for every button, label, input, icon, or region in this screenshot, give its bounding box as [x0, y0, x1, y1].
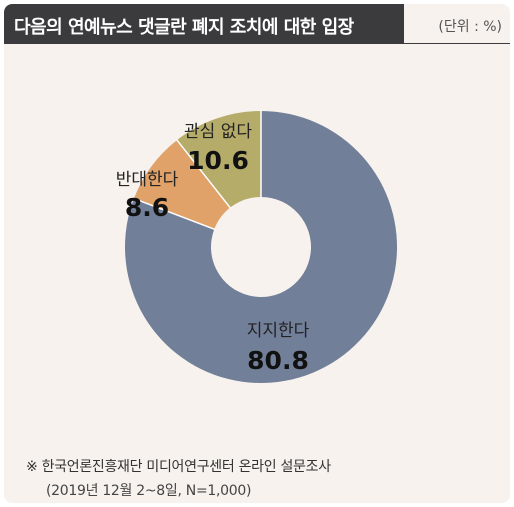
survey-detail: (2019년 12월 2~8일, N=1,000)	[46, 483, 252, 499]
slice-1	[124, 111, 397, 383]
source-note: ※ 한국언론진흥재단 미디어연구센터 온라인 설문조사	[26, 459, 331, 475]
slice-divider-2	[132, 197, 216, 231]
title-bar: 다음의 연예뉴스 댓글란 폐지 조치에 대한 입장	[4, 4, 404, 44]
chart-title: 다음의 연예뉴스 댓글란 폐지 조치에 대한 입장	[14, 17, 354, 38]
donut-chart: 지지한다 80.8 반대한다 8.6 관심 없다 10.6	[116, 110, 397, 383]
slice-3	[176, 111, 261, 208]
slice-value-2: 8.6	[125, 193, 169, 222]
title-rule	[404, 43, 510, 44]
chart-card: 다음의 연예뉴스 댓글란 폐지 조치에 대한 입장 (단위 : %) 지지한다 8…	[4, 4, 510, 503]
slice-divider-3	[175, 138, 232, 209]
slice-label-3: 관심 없다	[184, 122, 252, 142]
slice-label-2: 반대한다	[116, 170, 179, 190]
slice-value-1: 80.8	[247, 346, 309, 375]
slice-value-3: 10.6	[187, 146, 249, 175]
unit-label: (단위 : %)	[438, 19, 502, 35]
slice-label-1: 지지한다	[247, 321, 310, 341]
